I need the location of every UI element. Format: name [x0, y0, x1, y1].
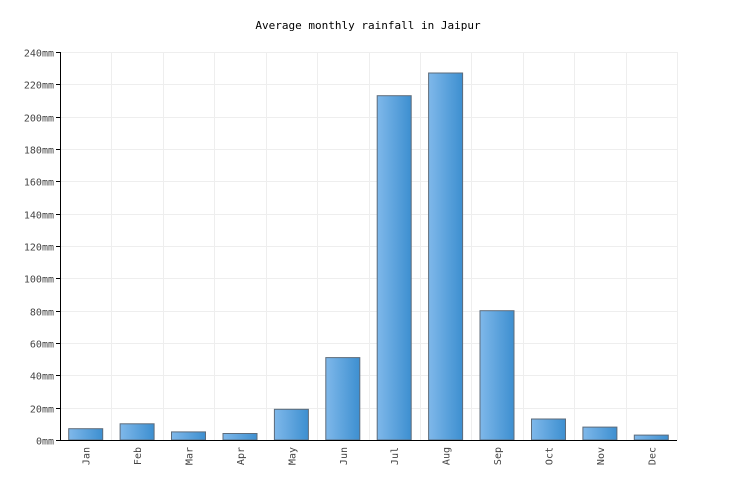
bar-may [273, 408, 309, 441]
y-tick-label: 240mm [24, 49, 54, 60]
y-tick-label: 60mm [30, 340, 54, 351]
chart-title: Average monthly rainfall in Jaipur [255, 19, 481, 32]
x-tick-label-sep: Sep [493, 447, 504, 465]
grid [60, 52, 678, 440]
bar-nov [582, 426, 618, 441]
y-tick-label: 20mm [30, 405, 54, 416]
y-tick-label: 180mm [24, 146, 54, 157]
x-tick-label-dec: Dec [647, 447, 658, 465]
x-tick-label-apr: Apr [236, 447, 247, 465]
bar-jun [325, 357, 361, 441]
x-tick-labels: Jan Feb Mar Apr May Jun Jul Aug Sep Oct Nov Dec [82, 447, 659, 465]
bar-feb [119, 423, 155, 441]
axes [56, 52, 677, 441]
x-tick-label-nov: Nov [596, 447, 607, 465]
x-tick-label-feb: Feb [133, 447, 144, 465]
y-tick-label: 140mm [24, 211, 54, 222]
y-tick-label: 200mm [24, 114, 54, 125]
y-tick-label: 120mm [24, 243, 54, 254]
y-tick-label: 40mm [30, 372, 54, 383]
bar-jan [68, 428, 104, 441]
x-tick-label-jun: Jun [339, 447, 350, 465]
y-tick-label: 100mm [24, 275, 54, 286]
x-tick-label-jul: Jul [390, 447, 401, 465]
x-tick-label-mar: Mar [185, 447, 196, 465]
bar-jul [376, 95, 412, 441]
bar-dec [633, 434, 669, 441]
y-tick-label: 0mm [36, 437, 54, 448]
x-tick-label-may: May [287, 447, 298, 465]
x-tick-label-oct: Oct [544, 447, 555, 465]
bars [68, 72, 669, 441]
y-tick-labels: 0mm 20mm 40mm 60mm 80mm 100mm 120mm 140mm 160mm 1… [24, 49, 54, 448]
x-tick-label-aug: Aug [442, 447, 453, 465]
bar-sep [479, 310, 515, 441]
x-tick-label-jan: Jan [82, 447, 93, 465]
bar-oct [531, 418, 566, 441]
bar-mar [171, 431, 206, 441]
y-tick-label: 80mm [30, 308, 54, 319]
y-tick-label: 160mm [24, 178, 54, 189]
bar-apr [222, 433, 258, 441]
bar-aug [428, 72, 464, 441]
y-tick-label: 220mm [24, 81, 54, 92]
